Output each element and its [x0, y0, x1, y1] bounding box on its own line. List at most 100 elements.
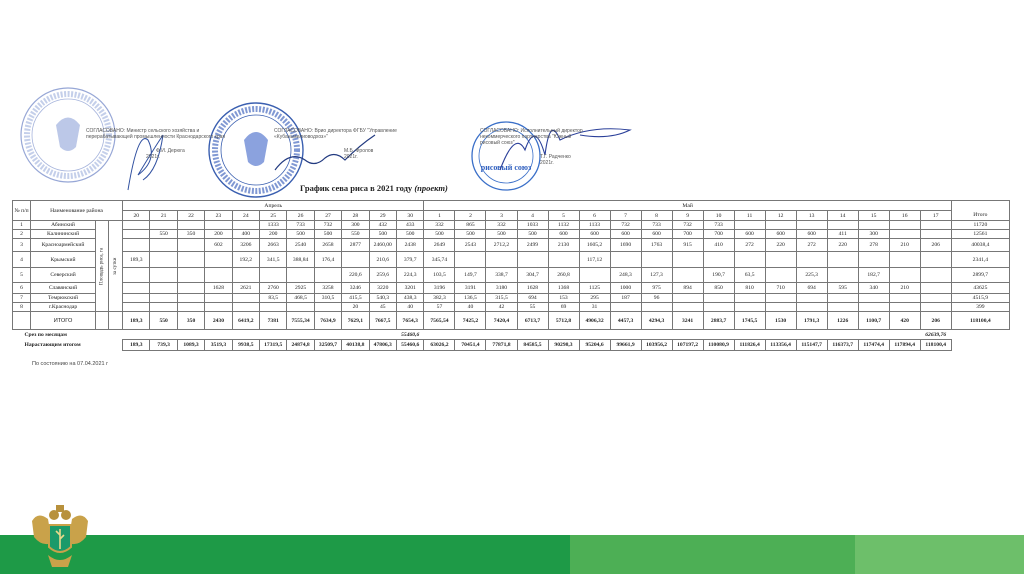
cumulative-row: Нарастающим итогом 189,3 739,3 1089,3 3519,3…	[13, 339, 1010, 351]
row-day-value: 153	[547, 293, 580, 303]
row-day-value: 149,7	[454, 267, 487, 283]
itogo-total: 118100,4	[950, 311, 1011, 330]
row-day-value	[795, 302, 828, 312]
row-day-value	[485, 251, 518, 268]
itogo-value: 420	[888, 311, 921, 330]
row-day-value	[733, 220, 766, 230]
row-day-value	[826, 220, 859, 230]
row-day-value: 2130	[547, 238, 580, 252]
row-day-value: 602	[204, 238, 233, 252]
signature-1	[127, 134, 164, 191]
row-day-value	[176, 220, 206, 230]
cumulative-value: 3519,3	[204, 339, 233, 351]
row-day-value: 3220	[368, 282, 397, 294]
cumulative-value: 103956,2	[640, 339, 673, 351]
header-day-april: 23	[204, 210, 233, 221]
itogo-value: 7629,1	[341, 311, 370, 330]
row-district: Славянский	[29, 282, 97, 294]
row-day-value: 3191	[454, 282, 487, 294]
row-day-value	[888, 251, 921, 268]
header-day-may: 13	[795, 210, 828, 221]
cumulative-value: 9938,5	[231, 339, 261, 351]
row-day-value	[176, 293, 206, 303]
row-day-value	[888, 302, 921, 312]
cumulative-value: 63026,2	[423, 339, 456, 351]
header-day-april: 21	[149, 210, 178, 221]
itogo-value: 1745,5	[733, 311, 766, 330]
row-district: Крымский	[29, 251, 97, 268]
table-row: 5 Северский 220,6 259,6 224,3 103,5 149,7 338,7…	[12, 267, 1011, 283]
row-day-value	[919, 282, 952, 294]
row-day-value: 433	[395, 220, 425, 230]
footer-band-dark	[0, 535, 570, 574]
cumulative-blank	[951, 340, 1009, 351]
cumulative-value: 115147,7	[795, 339, 828, 351]
row-day-value	[888, 220, 921, 230]
row-day-value	[919, 293, 952, 303]
row-day-value: 2543	[454, 238, 487, 252]
srez-total-blank	[951, 330, 1009, 340]
row-day-value	[733, 293, 766, 303]
row-day-value: 400	[231, 229, 261, 239]
itogo-value: 2883,7	[702, 311, 735, 330]
itogo-value: 4294,3	[640, 311, 673, 330]
row-day-value: 1333	[259, 220, 288, 230]
row-day-value	[231, 220, 261, 230]
row-day-value	[204, 267, 233, 283]
row-day-value	[122, 293, 151, 303]
header-day-may: 12	[764, 210, 797, 221]
row-day-value	[122, 229, 151, 239]
row-district: Абинский	[29, 220, 97, 230]
table-row: 7 Темрюкский 83,5 468,5 310,5 415,5 540,3 438,3…	[12, 293, 1011, 303]
srez-may: 62639,76	[925, 331, 947, 338]
row-total: 399	[950, 302, 1011, 312]
row-day-value: 2460,00	[368, 238, 397, 252]
row-day-value	[671, 293, 704, 303]
row-day-value: 220	[764, 238, 797, 252]
sowing-schedule-table: № п/п Наименование района Апрель Май 20 21 22 2…	[12, 200, 1011, 351]
row-day-value	[516, 251, 549, 268]
ministry-stamp	[20, 87, 116, 183]
row-day-value: 45	[368, 302, 397, 312]
approval-text: СОГЛАСОВАНО: Министр сельского хозяйства…	[86, 128, 226, 140]
row-day-value: 865	[454, 220, 487, 230]
header-day-may: 9	[671, 210, 704, 221]
row-day-value	[764, 302, 797, 312]
cumulative-value: 1089,3	[176, 339, 206, 351]
row-day-value: 415,5	[341, 293, 370, 303]
row-day-value	[286, 302, 315, 312]
row-day-value: 500	[395, 229, 425, 239]
srez-row: Срез по месяцам 55460,6 62639,76	[13, 330, 1010, 340]
rice-union-stamp: рисовый союз	[471, 121, 541, 191]
header-day-april: 30	[395, 210, 425, 221]
row-day-value: 42	[485, 302, 518, 312]
row-day-value: 210	[888, 282, 921, 294]
header-total: Итого	[950, 210, 1011, 221]
row-day-value	[176, 251, 206, 268]
row-day-value: 894	[671, 282, 704, 294]
row-day-value: 915	[671, 238, 704, 252]
row-day-value: 438,3	[395, 293, 425, 303]
row-day-value: 225,3	[795, 267, 828, 283]
row-day-value	[578, 267, 611, 283]
row-day-value: 210	[888, 238, 921, 252]
row-day-value: 200	[204, 229, 233, 239]
approval-rice-union: СОГЛАСОВАНО: Исполнительный директор нек…	[480, 128, 590, 166]
row-num: 1	[12, 220, 31, 230]
header-day-may: 8	[640, 210, 673, 221]
header-day-may: 5	[547, 210, 580, 221]
row-day-value	[231, 293, 261, 303]
table-row: 8 г.Краснодар 20 45 40 57 40 42 55 69 31 399	[12, 302, 1011, 312]
row-day-value: 69	[547, 302, 580, 312]
row-day-value: 732	[313, 220, 343, 230]
row-day-value: 272	[795, 238, 828, 252]
row-day-value	[919, 267, 952, 283]
row-day-value: 1690	[609, 238, 642, 252]
approval-fgbu: СОГЛАСОВАНО: Врио директора ФГБУ "Управл…	[274, 128, 414, 160]
row-day-value: 3201	[395, 282, 425, 294]
row-day-value	[259, 267, 288, 283]
row-day-value: 500	[423, 229, 456, 239]
title-text: График сева риса в 2021 году	[300, 183, 413, 193]
srez-april: 55460,6	[401, 331, 420, 338]
row-district: Красноармейский	[29, 238, 97, 252]
